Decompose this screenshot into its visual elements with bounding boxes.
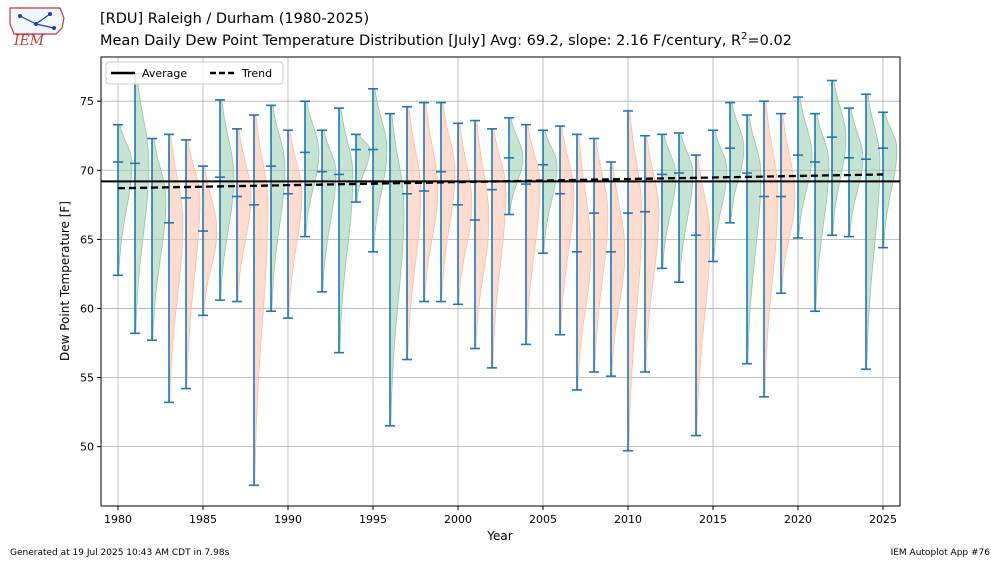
violin-2016 (729, 102, 745, 224)
legend-box (105, 61, 284, 85)
y-tick-label: 55 (80, 372, 94, 385)
x-tick-label: 2005 (529, 513, 557, 526)
violin-1991 (304, 100, 320, 237)
violin-1995 (372, 88, 388, 253)
y-tick-label: 65 (80, 233, 94, 246)
violin-2014 (695, 154, 711, 436)
violin-2011 (644, 135, 660, 373)
violin-2003 (508, 117, 524, 215)
violin-1996 (389, 113, 405, 427)
violin-2001 (474, 120, 490, 349)
trend-line (117, 173, 884, 190)
plot-frame (100, 56, 901, 507)
violin-2007 (576, 133, 592, 391)
x-tick-label: 1990 (274, 513, 302, 526)
violin-1981 (134, 73, 150, 334)
legend: Average Trend (105, 61, 284, 85)
violin-1994 (355, 133, 371, 203)
violin-2024 (865, 93, 881, 370)
violin-2005 (542, 129, 558, 254)
violin-1998 (423, 102, 439, 302)
legend-average-label: Average (142, 67, 187, 80)
violin-2018 (763, 100, 779, 398)
logo-text: IEM (13, 33, 45, 48)
violin-1985 (202, 165, 218, 316)
violin-2021 (814, 113, 830, 312)
chart-subtitle-tail: =0.02 (747, 32, 792, 49)
tick-layer: 1980 1985 1990 1995 2000 2005 2010 2015 2020 2025… (80, 95, 897, 526)
violin-2025 (882, 111, 898, 249)
violin-1992 (321, 129, 337, 293)
violin-1984 (185, 139, 201, 390)
x-tick-label: 2000 (444, 513, 472, 526)
violin-2009 (610, 161, 626, 377)
violin-1983 (168, 133, 184, 403)
violin-1986 (219, 99, 235, 301)
x-tick-label: 2025 (869, 513, 897, 526)
violin-layer (113, 72, 898, 487)
violin-2022 (831, 80, 847, 236)
violin-1997 (406, 106, 422, 361)
footer-generated: Generated at 19 Jul 2025 10:43 AM CDT in… (10, 548, 230, 558)
violin-2000 (457, 122, 473, 305)
violin-2012 (661, 133, 677, 269)
violin-1990 (287, 129, 303, 319)
y-axis-label: Dew Point Temperature [F] (58, 201, 72, 361)
footer-app-id: IEM Autoplot App #76 (890, 548, 990, 558)
x-tick-label: 2015 (699, 513, 727, 526)
violin-1987 (236, 128, 252, 302)
x-tick-label: 1995 (359, 513, 387, 526)
iem-logo: IEM (9, 7, 65, 48)
x-axis-label: Year (486, 529, 512, 543)
legend-trend-label: Trend (241, 67, 272, 80)
y-tick-label: 75 (80, 95, 94, 108)
x-tick-label: 2020 (784, 513, 812, 526)
violin-1980 (117, 124, 133, 276)
line-layer (101, 173, 900, 190)
y-tick-label: 60 (80, 302, 94, 315)
chart-subtitle: Mean Daily Dew Point Temperature Distrib… (100, 31, 792, 49)
violin-2010 (627, 110, 643, 452)
violin-1993 (338, 107, 354, 354)
violin-2002 (491, 128, 507, 369)
violin-1988 (253, 114, 269, 486)
violin-2008 (593, 138, 609, 373)
chart-subtitle-sup: 2 (741, 31, 748, 42)
chart-subtitle-main: Mean Daily Dew Point Temperature Distrib… (100, 32, 742, 49)
violin-1989 (270, 104, 286, 312)
violin-1999 (440, 102, 456, 302)
violin-2015 (712, 129, 728, 262)
violin-2019 (780, 113, 796, 294)
x-tick-label: 2010 (614, 513, 642, 526)
violin-2006 (559, 125, 575, 336)
y-tick-label: 70 (80, 164, 94, 177)
x-tick-label: 1980 (104, 513, 132, 526)
x-tick-label: 1985 (189, 513, 217, 526)
violin-2023 (848, 107, 864, 237)
violin-2004 (525, 124, 541, 345)
violin-2020 (797, 96, 813, 239)
y-tick-label: 50 (80, 441, 94, 454)
violin-2013 (678, 132, 694, 283)
violin-1982 (151, 138, 167, 341)
chart-title: [RDU] Raleigh / Durham (1980-2025) (100, 11, 370, 27)
